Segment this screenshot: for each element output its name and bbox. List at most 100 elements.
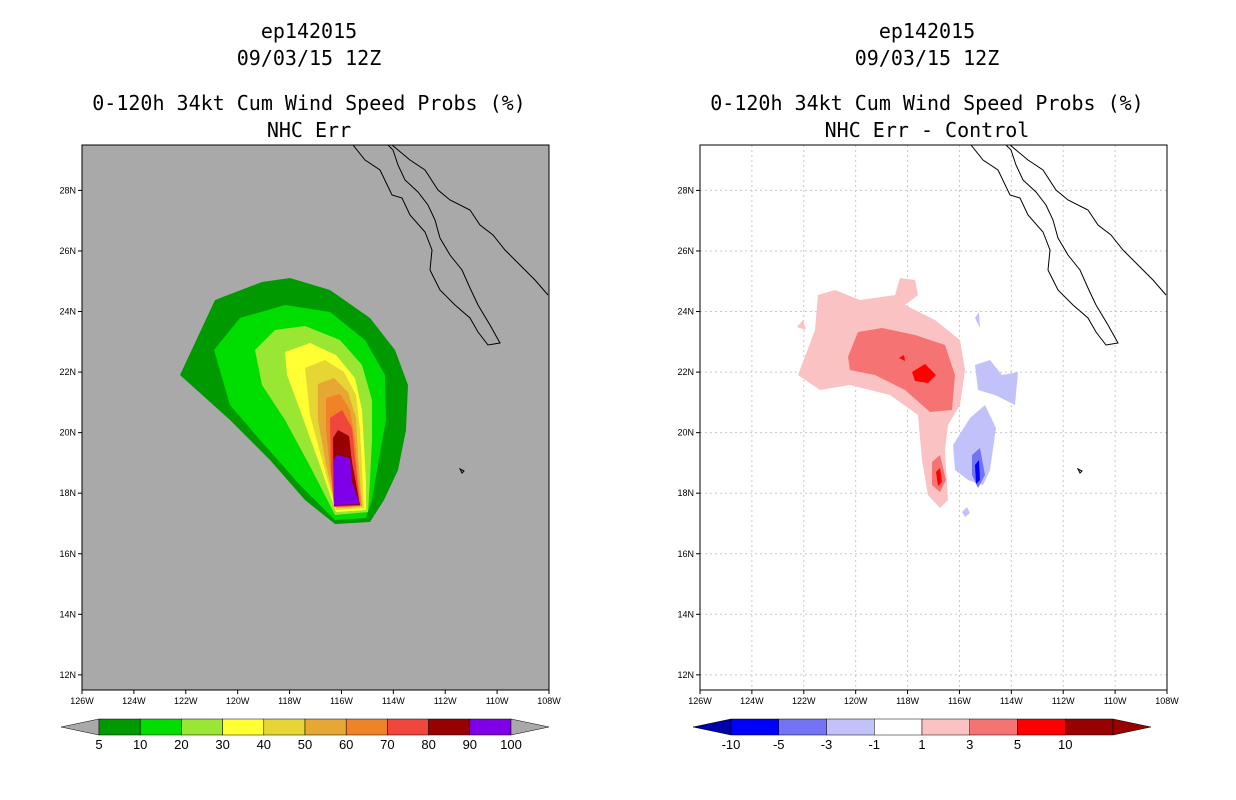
diff-contour-neg-1 <box>975 360 1018 405</box>
x-tick-label: 118W <box>896 696 919 706</box>
right-island <box>1076 467 1083 474</box>
left-title-subtitle: NHC Err <box>266 118 352 142</box>
colorbar-label: 40 <box>257 737 271 752</box>
colorbar-label: 90 <box>463 737 477 752</box>
y-tick-label: 18N <box>59 488 76 498</box>
colorbar-swatch <box>222 718 265 736</box>
colorbar-label: 50 <box>298 737 312 752</box>
diff-contour-pos-1 <box>798 278 965 508</box>
x-tick-label: 112W <box>434 696 457 706</box>
right-title-date: 09/03/15 12Z <box>854 46 1000 70</box>
right-coastline-mainland <box>1009 145 1167 296</box>
diff-contour-pos-1b <box>797 320 806 330</box>
right-map-panel: 126W 124W 122W 120W 118W 116W 114W 112W 110W 108W… <box>677 144 1179 752</box>
diff-contour-pos-5c <box>899 355 905 361</box>
colorbar-swatch <box>874 718 923 736</box>
colorbar-swatch <box>1017 718 1066 736</box>
x-tick-label: 112W <box>1052 696 1075 706</box>
x-tick-label: 108W <box>537 696 561 706</box>
x-tick-label: 124W <box>122 696 146 706</box>
x-tick-label: 110W <box>486 696 509 706</box>
colorbar-label: 5 <box>1014 737 1021 752</box>
y-tick-label: 20N <box>59 428 76 438</box>
x-tick-label: 114W <box>1000 696 1023 706</box>
left-plot-frame <box>81 144 550 691</box>
x-tick-label: 108W <box>1155 696 1179 706</box>
colorbar-swatch <box>921 718 970 736</box>
left-coastline <box>352 145 549 474</box>
colorbar-swatch <box>263 718 306 736</box>
right-title-subtitle: NHC Err - Control <box>824 118 1030 142</box>
x-tick-label: 124W <box>740 696 764 706</box>
y-tick-label: 28N <box>677 185 694 195</box>
y-tick-label: 24N <box>677 307 694 317</box>
left-probability-contours <box>180 278 408 524</box>
diff-contour-neg-1c <box>953 405 996 485</box>
colorbar-label: 10 <box>1058 737 1072 752</box>
right-axes: 126W 124W 122W 120W 118W 116W 114W 112W 110W 108W… <box>677 185 1179 706</box>
right-colorbar: -10 -5 -3 -1 1 3 5 10 <box>692 718 1152 752</box>
colorbar-swatch <box>428 718 471 736</box>
left-axes: 126W 124W 122W 120W 118W 116W 114W 112W 110W 108W… <box>59 185 561 706</box>
colorbar-left-arrow <box>60 718 100 736</box>
x-tick-label: 120W <box>226 696 250 706</box>
colorbar-swatch <box>730 718 779 736</box>
y-tick-label: 16N <box>677 549 694 559</box>
y-tick-label: 28N <box>59 185 76 195</box>
colorbar-swatch <box>826 718 875 736</box>
colorbar-label: 60 <box>339 737 353 752</box>
colorbar-swatch <box>139 718 182 736</box>
colorbar-right-arrow <box>1112 718 1152 736</box>
colorbar-swatch <box>181 718 223 736</box>
left-title-product: 0-120h 34kt Cum Wind Speed Probs (%) <box>92 91 526 115</box>
right-title-storm: ep142015 <box>878 19 976 43</box>
colorbar-label: -5 <box>773 737 785 752</box>
x-tick-label: 122W <box>174 696 198 706</box>
y-tick-label: 26N <box>59 246 76 256</box>
colorbar-label: 100 <box>500 737 522 752</box>
colorbar-label: 80 <box>421 737 435 752</box>
left-colorbar: 5 10 20 30 40 50 60 70 80 90 100 <box>60 718 550 752</box>
y-tick-label: 20N <box>677 428 694 438</box>
colorbar-label: 5 <box>95 737 102 752</box>
colorbar-label: 20 <box>174 737 188 752</box>
y-tick-label: 26N <box>677 246 694 256</box>
left-map-panel: 126W 124W 122W 120W 118W 116W 114W 112W 110W 108W… <box>59 144 561 752</box>
colorbar-label: 30 <box>215 737 229 752</box>
colorbar-label: 3 <box>966 737 973 752</box>
left-title-storm: ep142015 <box>260 19 358 43</box>
y-tick-label: 12N <box>677 670 694 680</box>
x-tick-label: 122W <box>792 696 816 706</box>
colorbar-label: -3 <box>821 737 833 752</box>
x-tick-label: 116W <box>948 696 971 706</box>
diff-contour-neg-1d <box>962 507 970 517</box>
colorbar-right-arrow <box>510 718 550 736</box>
y-tick-label: 24N <box>59 307 76 317</box>
diff-contour-pos-5b <box>936 468 942 486</box>
colorbar-swatch <box>345 718 388 736</box>
left-coastline-mainland <box>391 145 549 296</box>
colorbar-label: 1 <box>918 737 925 752</box>
colorbar-swatch <box>98 718 141 736</box>
y-tick-label: 18N <box>677 488 694 498</box>
right-title-product: 0-120h 34kt Cum Wind Speed Probs (%) <box>710 91 1144 115</box>
colorbar-swatch <box>1065 718 1114 736</box>
diff-contour-pos-3 <box>848 328 955 412</box>
diff-contour-neg-5 <box>975 460 980 484</box>
x-tick-label: 118W <box>278 696 301 706</box>
x-tick-label: 120W <box>844 696 868 706</box>
y-tick-label: 14N <box>59 609 76 619</box>
colorbar-label: -1 <box>868 737 880 752</box>
left-island <box>458 467 465 474</box>
colorbar-label: 70 <box>380 737 394 752</box>
y-tick-label: 22N <box>59 367 76 377</box>
x-tick-label: 116W <box>330 696 353 706</box>
x-tick-label: 114W <box>382 696 405 706</box>
diff-contour-pos-5 <box>912 364 936 383</box>
right-plot-frame <box>699 144 1168 691</box>
colorbar-label: 10 <box>133 737 147 752</box>
x-tick-label: 126W <box>70 696 94 706</box>
right-coastline-baja <box>970 145 1119 346</box>
left-title-date: 09/03/15 12Z <box>236 46 382 70</box>
